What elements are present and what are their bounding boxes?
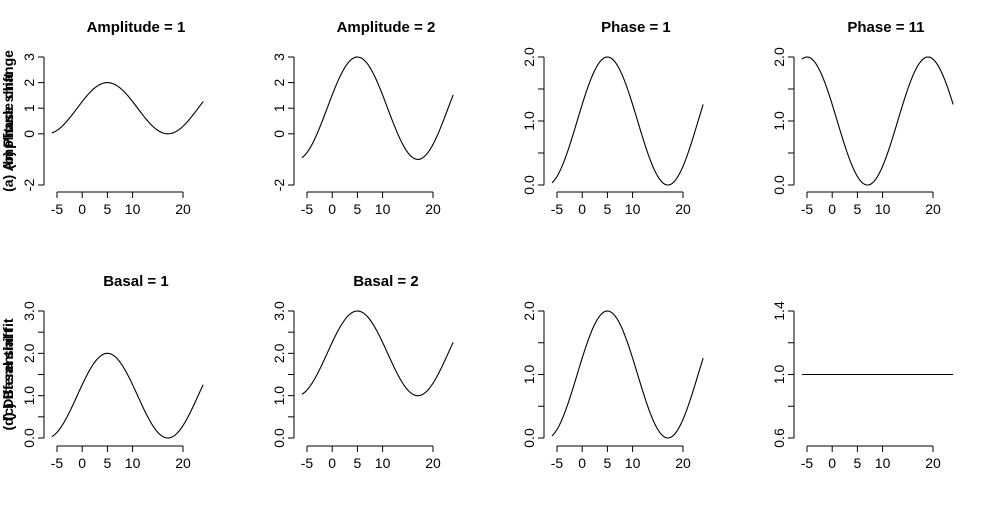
x-tick-label: 5	[604, 455, 612, 471]
x-tick-label: 5	[604, 201, 612, 217]
y-tick-label: 0.0	[521, 175, 537, 195]
x-tick-label: 10	[875, 455, 891, 471]
y-tick-label: 0.0	[521, 428, 537, 448]
panel-4: Phase = 11 0.0 1.0 2.0 -5 0 5 10 20	[771, 19, 954, 217]
x-tick-label: -5	[301, 455, 314, 471]
panel-title: Basal = 2	[353, 273, 418, 290]
series-line	[51, 82, 204, 135]
x-tick-label: 5	[104, 201, 112, 217]
y-tick-label: 3	[21, 53, 37, 61]
x-tick-label: 10	[375, 455, 391, 471]
x-tick-label: -5	[801, 455, 814, 471]
y-tick-label: 3.0	[21, 301, 37, 321]
panel-2: Amplitude = 2 -2 0 1 2 3 -5 0 5 10 20	[271, 19, 454, 217]
y-tick-label: 1.0	[771, 111, 787, 131]
x-tick-label: 20	[675, 455, 691, 471]
y-axis-label: (d) Differential fit	[0, 318, 16, 430]
y-tick-label: -2	[21, 179, 37, 192]
series-line	[551, 56, 704, 186]
y-tick-label: 0.0	[271, 428, 287, 448]
x-tick-label: -5	[551, 455, 564, 471]
panel-title: Amplitude = 2	[337, 19, 436, 36]
x-tick-label: 5	[854, 455, 862, 471]
x-tick-label: 0	[828, 201, 836, 217]
x-tick-label: 0	[828, 455, 836, 471]
y-tick-label: 1.0	[521, 365, 537, 385]
panel-1: Amplitude = 1 (a) Amplitude change -2 0 1 2 3 -…	[0, 19, 204, 217]
y-tick-label: 2.0	[271, 343, 287, 363]
panel-title: Amplitude = 1	[87, 19, 186, 36]
x-tick-label: 20	[425, 201, 441, 217]
panel-5: Basal = 1 (c) Basal shift 0.0 1.0 2.0 3.0 -5 0 5…	[0, 273, 204, 471]
y-tick-label: 0.0	[771, 175, 787, 195]
x-tick-label: 5	[354, 201, 362, 217]
y-tick-label: 2.0	[771, 47, 787, 67]
y-tick-label: 0.6	[771, 428, 787, 448]
series-line	[551, 310, 704, 439]
x-tick-label: 20	[425, 455, 441, 471]
y-tick-label: -2	[271, 179, 287, 192]
x-tick-label: 20	[925, 201, 941, 217]
panel-title: Phase = 1	[601, 19, 671, 36]
y-tick-label: 1.0	[521, 111, 537, 131]
x-tick-label: -5	[551, 201, 564, 217]
y-tick-label: 1.0	[21, 386, 37, 406]
x-tick-label: 10	[375, 201, 391, 217]
x-tick-label: 10	[125, 201, 141, 217]
y-tick-label: 3	[271, 53, 287, 61]
y-tick-label: 0	[21, 130, 37, 138]
y-axis-label: (a) Amplitude change	[0, 50, 16, 192]
y-tick-label: 0.0	[21, 428, 37, 448]
panel-8: 0.6 1.0 1.4 -5 0 5 10 20	[771, 301, 954, 471]
x-tick-label: 0	[578, 455, 586, 471]
y-tick-label: 1.0	[771, 365, 787, 385]
y-tick-label: 2.0	[21, 343, 37, 363]
panel-title: Basal = 1	[103, 273, 168, 290]
y-tick-label: 1	[21, 104, 37, 112]
series-line	[301, 56, 454, 160]
x-tick-label: 20	[175, 201, 191, 217]
series-line	[301, 310, 454, 397]
panel-title: Phase = 11	[847, 19, 924, 36]
y-tick-label: 2	[271, 78, 287, 86]
x-tick-label: -5	[51, 201, 64, 217]
y-tick-label: 1	[271, 104, 287, 112]
x-tick-label: 10	[625, 201, 641, 217]
y-axis-label: (c) Basal shift	[0, 328, 16, 420]
y-tick-label: 2	[21, 78, 37, 86]
x-tick-label: 5	[854, 201, 862, 217]
x-tick-label: 0	[328, 201, 336, 217]
x-tick-label: 10	[875, 201, 891, 217]
x-tick-label: 10	[625, 455, 641, 471]
y-tick-label: 3.0	[271, 301, 287, 321]
x-tick-label: 20	[675, 201, 691, 217]
x-tick-label: -5	[301, 201, 314, 217]
panel-6: Basal = 2 0.0 1.0 2.0 3.0 -5 0 5 10 20	[271, 273, 454, 471]
x-tick-label: 5	[104, 455, 112, 471]
y-tick-label: 1.4	[771, 301, 787, 321]
y-axis-label: (b) Phase shift	[0, 72, 16, 169]
y-tick-label: 1.0	[271, 386, 287, 406]
series-line	[801, 56, 954, 186]
panel-7: (d) Differential fit 0.0 1.0 2.0 -5 0 5 10 20	[0, 301, 704, 471]
x-tick-label: 10	[125, 455, 141, 471]
y-tick-label: 0	[271, 130, 287, 138]
x-tick-label: 0	[578, 201, 586, 217]
x-tick-label: -5	[51, 455, 64, 471]
x-tick-label: 0	[78, 201, 86, 217]
x-tick-label: 0	[328, 455, 336, 471]
x-tick-label: 20	[175, 455, 191, 471]
y-tick-label: 2.0	[521, 301, 537, 321]
series-line	[51, 352, 204, 439]
x-tick-label: 20	[925, 455, 941, 471]
x-tick-label: 5	[354, 455, 362, 471]
x-tick-label: -5	[801, 201, 814, 217]
x-tick-label: 0	[78, 455, 86, 471]
y-tick-label: 2.0	[521, 47, 537, 67]
